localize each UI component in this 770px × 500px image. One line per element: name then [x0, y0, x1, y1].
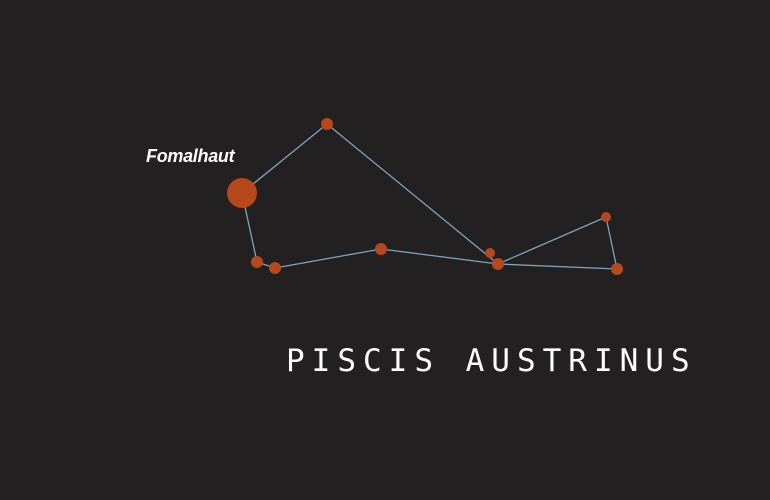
star-fomalhaut: [227, 178, 257, 208]
line-top-center: [326, 123, 499, 265]
line-center-right-bottom: [497, 263, 618, 270]
star-right-top: [601, 212, 611, 222]
stars: [227, 118, 623, 275]
star-right-bottom: [611, 263, 623, 275]
star-center-small: [485, 248, 495, 258]
line-middle-center: [380, 248, 499, 265]
star-top: [321, 118, 333, 130]
star-lower-left-b: [269, 262, 281, 274]
line-lower-left-middle: [274, 248, 382, 269]
star-center: [492, 258, 504, 270]
line-right-top-right-bottom: [605, 216, 618, 270]
constellation-title: PISCIS AUSTRINUS: [286, 343, 697, 379]
line-fomalhaut-top: [241, 123, 328, 194]
constellation-lines: [241, 123, 618, 270]
star-middle: [375, 243, 387, 255]
star-lower-left-a: [251, 256, 263, 268]
fomalhaut-label: Fomalhaut: [146, 146, 235, 166]
line-center-right-top: [497, 216, 607, 265]
